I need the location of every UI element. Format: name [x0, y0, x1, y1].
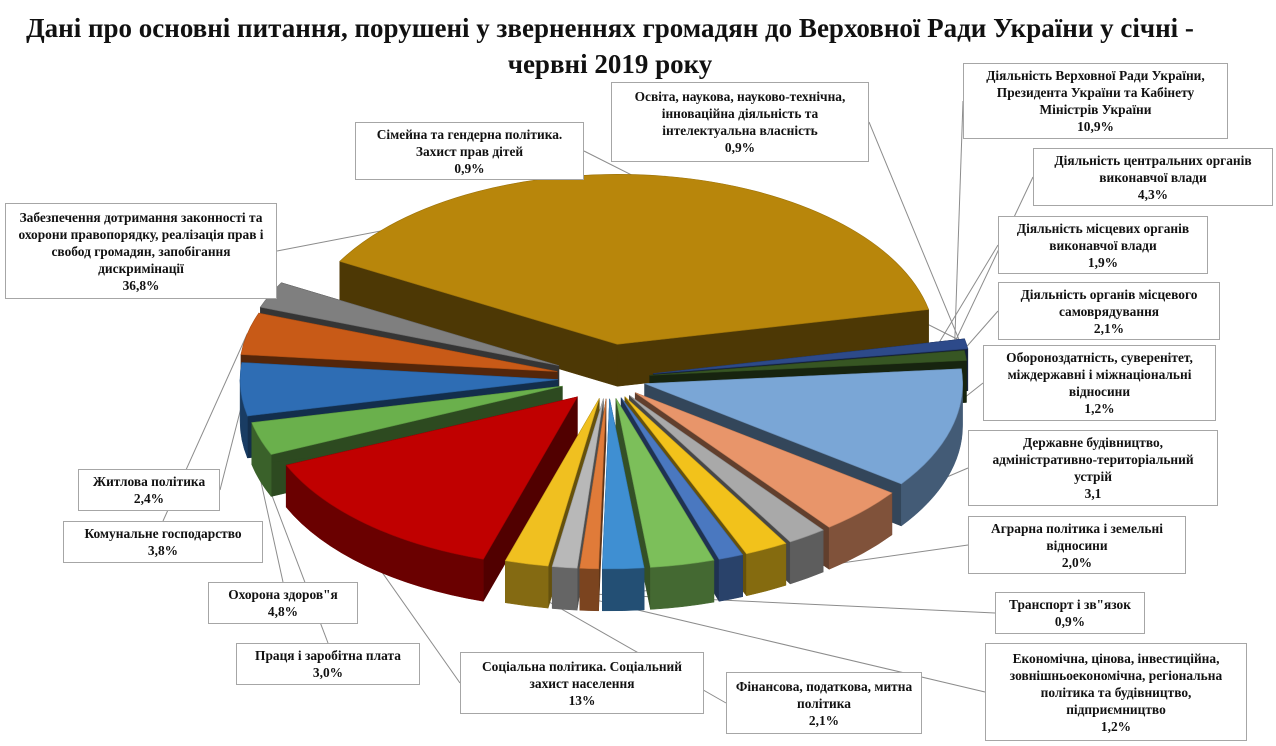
slice-13 [240, 312, 558, 372]
data-label: Транспорт і зв"язок 0,9% [995, 592, 1145, 634]
slice-5 [615, 398, 715, 568]
data-label-value: 2,1% [1093, 320, 1125, 336]
data-label: Діяльність Верховної Ради України, Прези… [963, 63, 1228, 139]
data-label-text: Освіта, наукова, науково-технічна, іннов… [634, 89, 846, 138]
data-label: Діяльність органів місцевого самоврядува… [998, 282, 1220, 340]
slice-0 [644, 368, 963, 485]
data-label: Діяльність місцевих органів виконавчої в… [998, 216, 1208, 274]
slice-12 [239, 362, 559, 417]
data-label-text: Аграрна політика і земельні відносини [991, 520, 1163, 553]
data-label: Соціальна політика. Соціальний захист на… [460, 652, 704, 714]
data-label: Аграрна політика і земельні відносини 2,0… [968, 516, 1186, 574]
data-label-text: Діяльність Верховної Ради України, Прези… [986, 68, 1205, 117]
slice-7 [579, 398, 607, 570]
data-label-value: 3,0% [312, 665, 344, 680]
data-label-value: 2,0% [1061, 554, 1093, 570]
data-label-value: 4,3% [1137, 186, 1169, 202]
data-label-text: Соціальна політика. Соціальний захист на… [482, 658, 682, 691]
data-label-value: 2,4% [133, 491, 165, 506]
data-label-value: 2,1% [808, 712, 840, 728]
data-label: Сімейна та гендерна політика. Захист пра… [355, 122, 584, 180]
slice-10 [285, 396, 578, 560]
data-label-text: Діяльність центральних органів виконавчо… [1054, 152, 1252, 185]
data-label-value: 3,8% [147, 543, 179, 558]
data-label-value: 0,9% [1054, 614, 1086, 629]
data-label-value: 36,8% [122, 277, 160, 293]
data-label-text: Обороноздатність, суверенітет, міждержав… [1006, 350, 1193, 399]
data-label: Забезпечення дотримання законності та ох… [5, 203, 277, 299]
data-label: Економічна, цінова, інвестиційна, зовніш… [985, 643, 1247, 741]
data-label: Охорона здоров"я 4,8% [208, 582, 358, 624]
leader-line [868, 121, 967, 356]
data-label-value: 1,2% [1084, 401, 1115, 416]
data-label: Праця і заробітна плата 3,0% [236, 643, 420, 685]
slice-17 [649, 350, 967, 376]
data-label-value: 0,9% [724, 140, 756, 155]
data-label: Житлова політика 2,4% [78, 469, 220, 511]
slice-11 [251, 385, 563, 455]
data-label-text: Державне будівництво, адміністративно-те… [992, 435, 1194, 484]
chart-title: Дані про основні питання, порушені у зве… [26, 13, 1194, 79]
data-label-text: Комунальне господарство [84, 526, 242, 541]
data-label-value: 0,9% [454, 160, 485, 176]
slice-9 [504, 398, 600, 567]
data-label-text: Економічна, цінова, інвестиційна, зовніш… [1009, 650, 1223, 717]
data-label-text: Житлова політика [92, 474, 206, 489]
slice-4 [620, 397, 744, 560]
data-label-text: Фінансова, податкова, митна політика [735, 678, 913, 711]
slice-16 [653, 338, 969, 374]
data-label: Освіта, наукова, науково-технічна, іннов… [611, 82, 869, 162]
data-label-value: 1,9% [1087, 254, 1119, 270]
data-label-value: 4,8% [267, 604, 299, 619]
data-label-text: Діяльність органів місцевого самоврядува… [1020, 286, 1198, 319]
data-label-text: Охорона здоров"я [228, 587, 338, 602]
slice-2 [629, 395, 824, 543]
data-label-text: Праця і заробітна плата [255, 648, 401, 663]
data-label-value: 10,9% [1077, 119, 1114, 134]
pie-tops [239, 174, 969, 570]
data-label-text: Транспорт і зв"язок [1009, 597, 1131, 612]
data-label: Діяльність центральних органів виконавчо… [1033, 148, 1273, 206]
data-label: Державне будівництво, адміністративно-те… [968, 430, 1218, 506]
slice-3 [624, 396, 787, 555]
slice-15 [339, 174, 930, 345]
data-label: Обороноздатність, суверенітет, міждержав… [983, 345, 1216, 421]
data-label: Комунальне господарство 3,8% [63, 521, 263, 563]
data-label-text: Забезпечення дотримання законності та ох… [18, 209, 264, 276]
slice-8 [551, 398, 604, 569]
slice-6 [601, 398, 645, 570]
data-label-text: Сімейна та гендерна політика. Захист пра… [376, 126, 563, 159]
data-label: Фінансова, податкова, митна політика 2,1% [726, 672, 922, 734]
slice-1 [635, 392, 893, 528]
data-label-value: 1,2% [1100, 718, 1132, 734]
data-label-value: 13% [568, 692, 596, 708]
data-label-text: Діяльність місцевих органів виконавчої в… [1016, 220, 1190, 253]
data-label-value: 3,1 [1084, 486, 1102, 501]
